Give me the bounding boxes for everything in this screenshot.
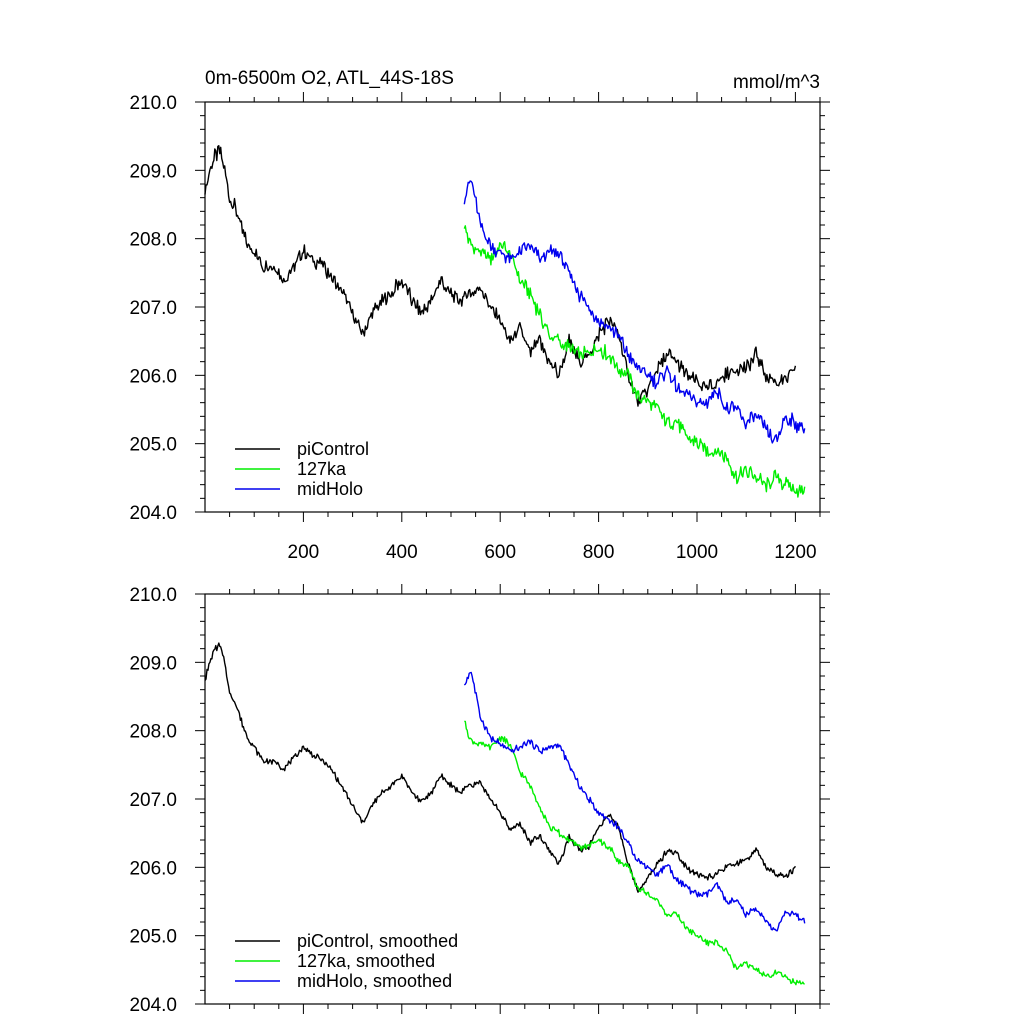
series-group-top: [204, 144, 806, 498]
series-line-2: [463, 180, 806, 444]
legend-label-0: piControl, smoothed: [297, 931, 458, 951]
series-line-1: [464, 720, 805, 986]
y-tick-label: 206.0: [129, 858, 177, 879]
legend-label-1: 127ka, smoothed: [297, 951, 435, 971]
series-line-2: [463, 671, 806, 932]
y-tick-label: 210.0: [129, 585, 177, 606]
series-line-0: [204, 642, 796, 893]
bottom-panel: 204.0 205.0 206.0 207.0 208.0 209.0 210.0 piCo…: [129, 584, 830, 1016]
legend-label-2: midHolo: [297, 479, 363, 499]
x-tick-label: 600: [484, 542, 516, 563]
legend-label-2: midHolo, smoothed: [297, 971, 452, 991]
chart-title: 0m-6500m O2, ATL_44S-18S: [205, 68, 454, 89]
y-tick-label: 209.0: [129, 653, 177, 674]
legend-label-0: piControl: [297, 439, 369, 459]
y-tick-label: 205.0: [129, 435, 177, 456]
x-tick-label: 400: [386, 542, 418, 563]
y-tick-label: 206.0: [129, 366, 177, 387]
top-panel: 0m-6500m O2, ATL_44S-18S mmol/m^3 204.02…: [129, 68, 830, 563]
x-tick-label: 1000: [676, 542, 718, 563]
series-group-bottom: [204, 642, 806, 986]
y-tick-label: 205.0: [129, 927, 177, 948]
x-tick-label: 800: [583, 542, 615, 563]
y-tick-label: 207.0: [129, 298, 177, 319]
units-label: mmol/m^3: [733, 72, 820, 93]
y-tick-label: 204.0: [129, 995, 177, 1016]
series-line-1: [463, 225, 806, 498]
y-tick-label: 210.0: [129, 93, 177, 114]
series-line-0: [204, 144, 797, 407]
x-tick-label: 200: [288, 542, 320, 563]
y-tick-label: 207.0: [129, 790, 177, 811]
y-tick-label: 209.0: [129, 161, 177, 182]
y-tick-label: 204.0: [129, 503, 177, 524]
x-tick-label: 1200: [774, 542, 816, 563]
y-tick-label: 208.0: [129, 722, 177, 743]
y-tick-label: 208.0: [129, 230, 177, 251]
tick-group-bottom: 204.0 205.0 206.0 207.0 208.0 209.0 210.0: [129, 584, 830, 1016]
legend-label-1: 127ka: [297, 459, 347, 479]
tick-group-top: 204.0 205.0 206.0 207.0 208.0 209.0 210.0 200 40…: [129, 92, 830, 563]
